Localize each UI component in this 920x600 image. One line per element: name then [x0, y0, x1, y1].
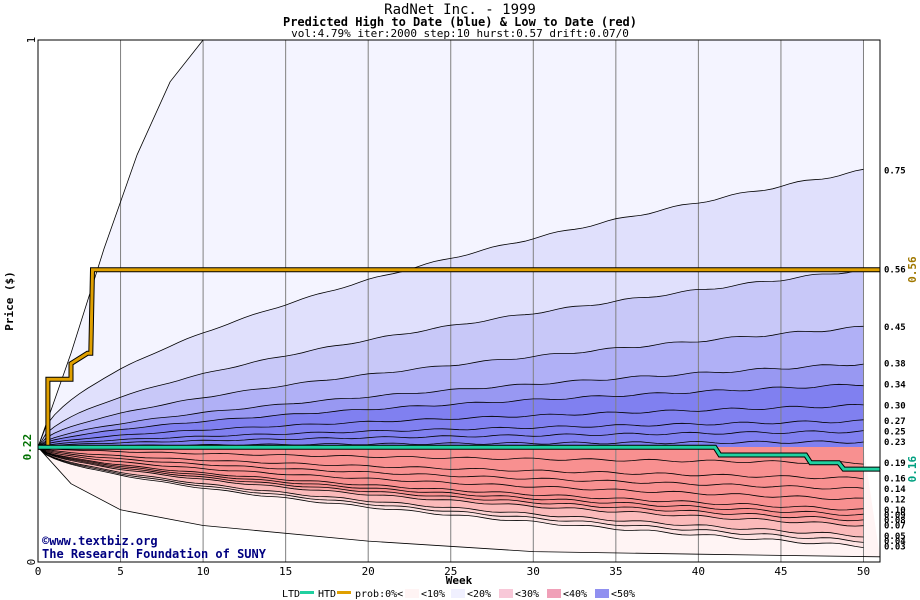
high-percentile-label: 0.23	[884, 438, 906, 448]
x-tick-label: 15	[279, 565, 292, 578]
ltd-final-label: 0.16	[906, 455, 919, 482]
legend-item-10: <10%	[421, 589, 445, 600]
x-tick-label: 0	[35, 565, 42, 578]
legend-swatch-30	[547, 589, 561, 598]
legend-swatch-40	[595, 589, 609, 598]
chart-subtitle: Predicted High to Date (blue) & Low to D…	[282, 15, 637, 29]
axes	[37, 39, 881, 563]
x-tick-label: 45	[774, 565, 787, 578]
x-tick-label: 5	[117, 565, 124, 578]
high-percentile-line	[37, 268, 864, 448]
high-percentile-line	[37, 383, 864, 448]
x-tick-label: 20	[362, 565, 375, 578]
low-percentile-line	[37, 446, 864, 490]
legend-prob-label: prob:0%<	[355, 589, 403, 600]
low-percentile-label: 0.08	[884, 516, 906, 526]
low-percentile-label: 0.14	[884, 485, 906, 495]
high-percentile-line	[37, 325, 864, 448]
legend-swatch-0	[405, 589, 419, 598]
low-percentile-line	[37, 446, 864, 548]
high-percentile-line	[37, 168, 864, 448]
high-percentile-label: 0.38	[884, 360, 906, 370]
low-percentile-label: 0.10	[884, 506, 906, 516]
legend-item-30: <30%	[515, 589, 539, 600]
plot-frame	[37, 39, 881, 563]
high-percentile-label: 0.27	[884, 417, 906, 427]
low-percentile-label: 0.09	[884, 511, 906, 521]
htd-line	[38, 268, 880, 449]
extreme-low-line	[37, 446, 881, 558]
high-percentile-label: 0.75	[884, 167, 906, 177]
low-percentile-line	[37, 446, 864, 538]
high-percentile-label: 0.34	[884, 381, 906, 391]
extreme-high-line	[37, 39, 204, 448]
x-tick-label: 30	[527, 565, 540, 578]
legend-item-40: <40%	[563, 589, 587, 600]
low-band-outer	[38, 447, 880, 562]
x-tick-label: 35	[609, 565, 622, 578]
legend-ltd-label: LTD	[282, 589, 300, 600]
low-percentile-line	[37, 446, 864, 511]
x-tick-label: 10	[196, 565, 209, 578]
legend-htd-label: HTD	[318, 589, 336, 600]
htd-final-label: 0.56	[906, 256, 919, 283]
legend-ltd-swatch	[300, 591, 314, 594]
low-percentile-line	[37, 446, 864, 516]
start-price-label: 0.22	[21, 434, 34, 461]
high-percentile-label: 0.25	[884, 428, 906, 438]
low-percentile-line	[37, 446, 864, 500]
x-tick-label: 25	[444, 565, 457, 578]
axis-labels: 0 5 10 15 20 25 30 35 40 45 50 0 1 0.230.250.27 0.30 0.…	[21, 37, 919, 578]
high-percentile-label: 0.30	[884, 401, 906, 411]
credit-org: The Research Foundation of SUNY	[42, 547, 267, 561]
legend-swatch-20	[499, 589, 513, 598]
legend-htd-swatch	[337, 591, 351, 594]
high-percentile-line	[37, 430, 864, 448]
low-percentile-line	[37, 446, 864, 543]
low-percentile-label: 0.03	[884, 542, 906, 552]
high-percentile-line	[37, 363, 864, 448]
credit-site: ©www.textbiz.org	[42, 534, 158, 548]
simulation-params: vol:4.79% iter:2000 step:10 hurst:0.57 d…	[291, 27, 629, 40]
legend-item-20: <20%	[467, 589, 491, 600]
series-lines	[38, 267, 880, 472]
ltd-line	[38, 445, 880, 471]
low-percentile-line	[37, 446, 864, 465]
y-tick-label: 0	[25, 559, 38, 566]
y-axis-label: Price ($)	[3, 271, 16, 331]
high-percentile-label: 0.56	[884, 266, 906, 276]
low-percentile-line	[37, 446, 864, 527]
percentile-lines	[37, 39, 881, 558]
x-axis-label: Week	[446, 574, 473, 587]
legend-item-50: <50%	[611, 589, 635, 600]
legend: LTD HTD prob:0%< <10% <20% <30% <40% <50…	[282, 589, 635, 600]
low-percentile-label: 0.12	[884, 495, 906, 505]
low-percentile-line	[37, 446, 864, 522]
chart-title: RadNet Inc. - 1999	[384, 2, 536, 18]
low-percentile-label: 0.07	[884, 521, 906, 531]
low-percentile-label: 0.04	[884, 537, 906, 547]
low-percentile-label: 0.05	[884, 532, 906, 542]
x-tick-label: 50	[857, 565, 870, 578]
high-percentile-line	[37, 403, 864, 448]
low-percentile-label: 0.19	[884, 459, 906, 469]
low-percentile-label: 0.16	[884, 474, 906, 484]
y-tick-label: 1	[25, 37, 38, 44]
high-percentile-label: 0.45	[884, 323, 906, 333]
x-tick-label: 40	[692, 565, 705, 578]
legend-swatch-10	[451, 589, 465, 598]
high-percentile-line	[37, 419, 864, 448]
low-percentile-line	[37, 446, 864, 480]
